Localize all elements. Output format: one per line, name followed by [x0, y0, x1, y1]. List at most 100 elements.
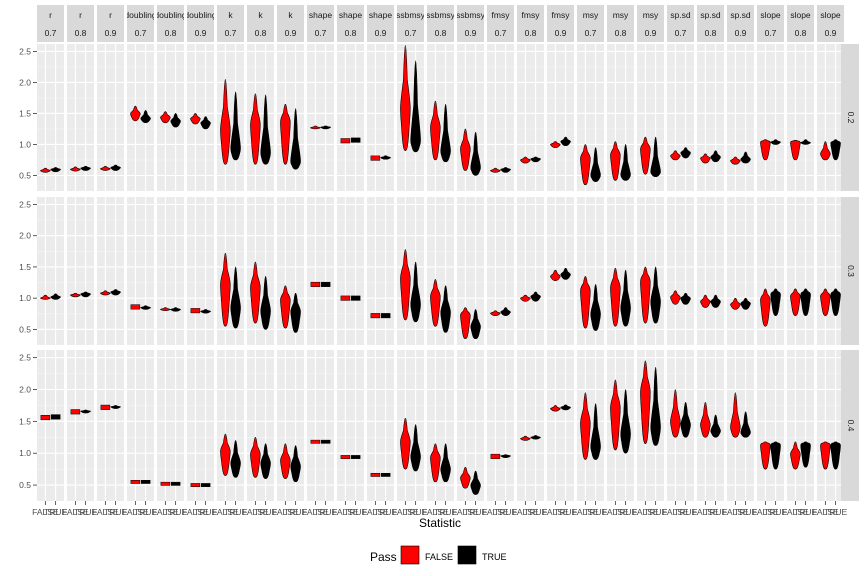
- strip-statistic-label: ssbmsy: [396, 10, 426, 20]
- panel-background: [667, 44, 694, 191]
- facet-strip-top: [307, 5, 334, 42]
- violin-false: [730, 297, 741, 310]
- violin-true: [710, 414, 721, 438]
- facet-strip-top: [517, 5, 544, 42]
- violin-true: [110, 405, 121, 409]
- violin-true: [560, 404, 571, 411]
- strip-level-label: 0.7: [45, 28, 57, 38]
- strip-level-label: 0.8: [345, 28, 357, 38]
- violin-true: [830, 139, 841, 161]
- panel-background: [307, 44, 334, 191]
- strip-level-label: 0.8: [705, 28, 717, 38]
- violin-false: [430, 100, 441, 161]
- violin-false: [430, 279, 441, 327]
- panel-background: [757, 197, 784, 345]
- panel-background: [247, 44, 274, 191]
- strip-statistic-label: sp.sd: [700, 10, 721, 20]
- x-tick-label: TRUE: [644, 507, 667, 517]
- facet-strip-top: [337, 5, 364, 42]
- violin-false: [100, 404, 111, 410]
- panel-background: [97, 350, 124, 501]
- x-tick-label: TRUE: [404, 507, 427, 517]
- violin-true: [50, 167, 61, 173]
- violin-false: [490, 167, 501, 173]
- violin-true: [290, 108, 301, 170]
- strip-statistic-label: r: [49, 10, 52, 20]
- x-tick-label: FALSE: [482, 507, 509, 517]
- x-tick-label: FALSE: [602, 507, 629, 517]
- violin-false: [610, 267, 621, 327]
- violin-true: [170, 113, 181, 128]
- x-tick-label: TRUE: [164, 507, 187, 517]
- strip-level-label: 0.7: [135, 28, 147, 38]
- panel-background: [607, 197, 634, 345]
- violin-false: [550, 405, 561, 412]
- x-tick-label: TRUE: [494, 507, 517, 517]
- x-tick-label: TRUE: [704, 507, 727, 517]
- y-tick-label: 1.5: [19, 108, 31, 118]
- facet-strip-top: [817, 5, 844, 42]
- panel-background: [547, 197, 574, 345]
- panel-background: [187, 197, 214, 345]
- facet-strip-top: [367, 5, 394, 42]
- facet-strip-top: [787, 5, 814, 42]
- panel-background: [187, 350, 214, 501]
- facet-strip-top: [187, 5, 214, 42]
- violin-false: [550, 141, 561, 148]
- violin-true: [590, 284, 601, 331]
- violin-false: [610, 141, 621, 181]
- violin-false: [310, 439, 321, 444]
- violin-true: [170, 481, 181, 486]
- x-tick-label: TRUE: [614, 507, 637, 517]
- violin-true: [290, 445, 301, 483]
- violin-false: [430, 443, 441, 483]
- violin-true: [350, 295, 361, 301]
- x-tick-label: FALSE: [62, 507, 89, 517]
- violin-true: [350, 137, 361, 143]
- violin-false: [670, 150, 681, 161]
- violin-false: [700, 153, 711, 164]
- violin-false: [220, 252, 231, 327]
- strip-level-label: 0.8: [255, 28, 267, 38]
- violin-false: [790, 139, 801, 161]
- violin-false: [580, 276, 591, 329]
- x-tick-label: FALSE: [632, 507, 659, 517]
- facet-strip-top: [757, 5, 784, 42]
- violin-true: [830, 288, 841, 316]
- violin-false: [100, 290, 111, 296]
- facet-strip-right: [841, 44, 859, 191]
- strip-level-label: 0.7: [585, 28, 597, 38]
- panel-background: [757, 350, 784, 501]
- violin-true: [50, 414, 61, 420]
- violin-true: [650, 136, 661, 178]
- violin-true: [650, 266, 661, 324]
- panel-background: [307, 197, 334, 345]
- panel-background: [757, 44, 784, 191]
- violin-true: [680, 147, 691, 159]
- x-tick-label: FALSE: [542, 507, 569, 517]
- legend-label-false: FALSE: [425, 552, 453, 562]
- violin-false: [760, 441, 771, 470]
- violin-true: [770, 139, 781, 145]
- facet-strip-top: [217, 5, 244, 42]
- violin-false: [580, 144, 591, 186]
- violin-false: [310, 281, 321, 287]
- y-tick-label: 2.5: [19, 199, 31, 209]
- violin-true: [200, 483, 211, 487]
- x-tick-label: TRUE: [104, 507, 127, 517]
- violin-false: [820, 288, 831, 316]
- violin-false: [520, 294, 531, 302]
- x-tick-label: TRUE: [254, 507, 277, 517]
- violin-false: [400, 417, 411, 470]
- strip-level-label: 0.7: [405, 28, 417, 38]
- violin-true: [530, 291, 541, 302]
- violin-true: [620, 269, 631, 327]
- violin-true: [260, 94, 271, 165]
- x-tick-label: TRUE: [584, 507, 607, 517]
- panel-background: [337, 44, 364, 191]
- x-tick-label: FALSE: [302, 507, 329, 517]
- violin-false: [490, 310, 501, 316]
- y-tick-label: 2.0: [19, 231, 31, 241]
- panel-background: [517, 350, 544, 501]
